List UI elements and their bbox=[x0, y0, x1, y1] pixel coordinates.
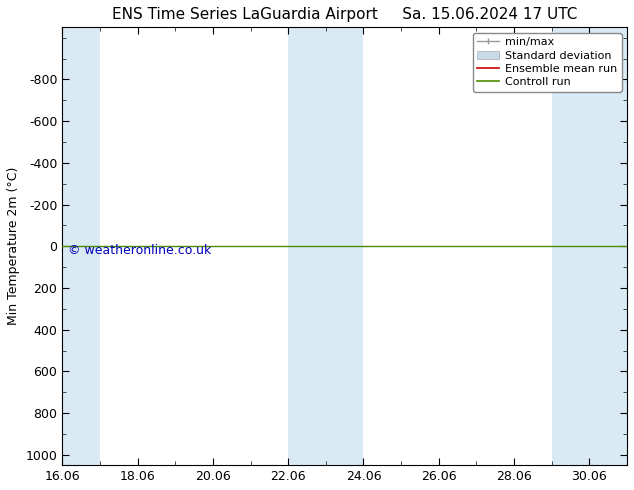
Bar bbox=[288, 27, 363, 465]
Legend: min/max, Standard deviation, Ensemble mean run, Controll run: min/max, Standard deviation, Ensemble me… bbox=[472, 33, 621, 92]
Y-axis label: Min Temperature 2m (°C): Min Temperature 2m (°C) bbox=[7, 167, 20, 325]
Text: © weatheronline.co.uk: © weatheronline.co.uk bbox=[68, 244, 211, 257]
Bar bbox=[552, 27, 627, 465]
Title: ENS Time Series LaGuardia Airport     Sa. 15.06.2024 17 UTC: ENS Time Series LaGuardia Airport Sa. 15… bbox=[112, 7, 578, 22]
Bar bbox=[62, 27, 100, 465]
